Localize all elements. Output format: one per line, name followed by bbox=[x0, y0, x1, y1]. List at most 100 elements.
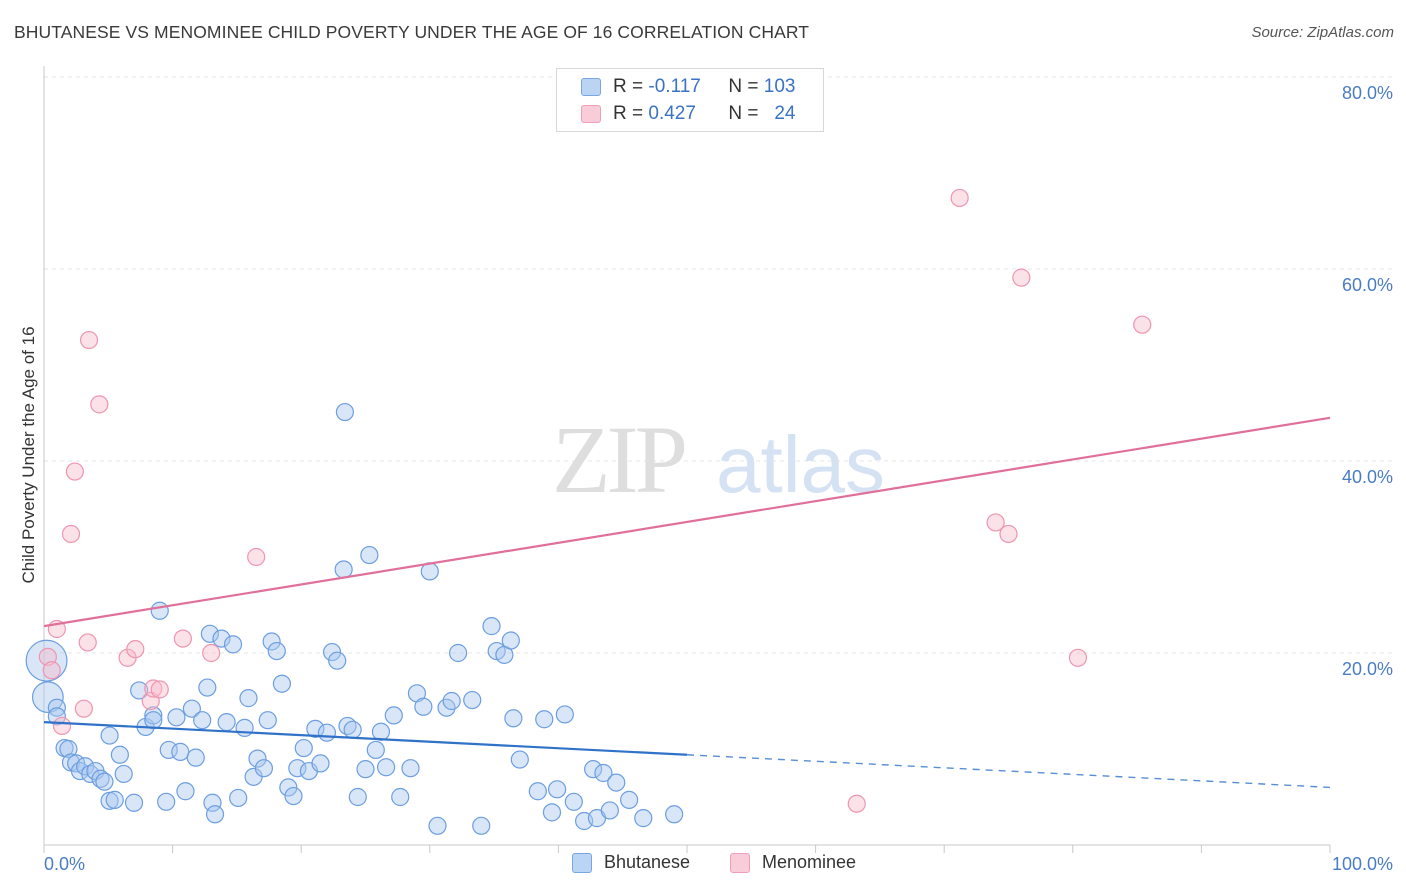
data-point bbox=[322, 642, 342, 662]
data-point bbox=[414, 697, 433, 716]
data-point bbox=[371, 722, 391, 741]
data-point bbox=[258, 711, 277, 730]
watermark-zip: ZIP bbox=[552, 406, 685, 513]
n-value: 24 bbox=[774, 103, 796, 124]
data-point bbox=[254, 759, 274, 778]
data-point bbox=[448, 643, 468, 663]
data-point bbox=[384, 706, 403, 725]
data-point bbox=[535, 710, 554, 729]
data-point bbox=[31, 681, 64, 714]
n-value: 103 bbox=[763, 76, 796, 97]
legend-item-bhutanese[interactable]: Bhutanese bbox=[572, 852, 690, 873]
data-point bbox=[59, 739, 78, 759]
data-point bbox=[200, 624, 219, 643]
legend-label: Bhutanese bbox=[604, 852, 691, 872]
data-point bbox=[42, 661, 61, 680]
data-point bbox=[171, 742, 190, 761]
data-point bbox=[328, 651, 347, 670]
r-value: 0.427 bbox=[648, 103, 696, 124]
data-point bbox=[1012, 268, 1031, 287]
menominee-swatch bbox=[730, 852, 750, 873]
bhutanese-swatch bbox=[581, 78, 601, 96]
data-point bbox=[150, 601, 169, 620]
data-point bbox=[311, 754, 330, 773]
data-point bbox=[186, 748, 205, 767]
data-point bbox=[95, 772, 114, 791]
data-point bbox=[217, 713, 236, 732]
data-point bbox=[173, 629, 192, 648]
data-point bbox=[212, 629, 231, 648]
data-point bbox=[25, 639, 68, 682]
data-point bbox=[620, 790, 639, 809]
data-point bbox=[100, 791, 119, 810]
data-point bbox=[223, 635, 243, 654]
legend-item-menominee[interactable]: Menominee bbox=[730, 852, 856, 873]
data-point bbox=[1068, 648, 1088, 667]
data-point bbox=[157, 792, 176, 811]
r-value: -0.117 bbox=[648, 76, 701, 97]
y-axis-label: Child Poverty Under the Age of 16 bbox=[19, 326, 38, 583]
data-point bbox=[47, 707, 66, 726]
r-label: R = bbox=[613, 103, 644, 124]
data-point bbox=[594, 763, 613, 783]
data-point bbox=[105, 790, 124, 809]
data-point bbox=[1133, 315, 1152, 334]
data-point bbox=[150, 680, 169, 699]
data-point bbox=[144, 706, 163, 725]
data-point bbox=[442, 691, 461, 711]
data-point bbox=[334, 560, 353, 579]
data-point bbox=[335, 402, 355, 422]
bhutanese-trend-line bbox=[43, 721, 688, 756]
data-point bbox=[130, 681, 149, 700]
legend-row-menominee: R = 0.427 N = 24 bbox=[581, 101, 795, 127]
series-legend: Bhutanese Menominee bbox=[0, 852, 1406, 876]
data-point bbox=[124, 793, 144, 812]
trend-lines bbox=[43, 416, 1331, 789]
data-point bbox=[229, 788, 248, 808]
data-point bbox=[999, 524, 1018, 544]
data-point bbox=[279, 778, 298, 797]
data-point bbox=[205, 805, 225, 824]
data-point bbox=[600, 801, 619, 820]
data-point bbox=[360, 545, 379, 565]
data-point bbox=[262, 632, 281, 651]
data-point bbox=[78, 633, 97, 652]
data-point bbox=[356, 760, 375, 779]
data-point bbox=[114, 764, 133, 784]
data-point bbox=[203, 793, 222, 812]
x-tick-label: 0.0% bbox=[44, 854, 85, 874]
n-label: N = bbox=[728, 76, 759, 97]
x-tick-label: 100.0% bbox=[1332, 854, 1393, 874]
data-point bbox=[202, 643, 221, 663]
data-point bbox=[665, 805, 684, 824]
grid-lines bbox=[44, 76, 1392, 654]
data-point bbox=[986, 513, 1005, 532]
y-tick-label: 60.0% bbox=[1342, 275, 1393, 295]
data-point bbox=[472, 816, 491, 835]
data-point bbox=[239, 689, 258, 708]
data-point bbox=[542, 803, 562, 822]
data-point bbox=[528, 782, 547, 801]
data-point bbox=[401, 759, 420, 778]
data-point bbox=[284, 786, 303, 806]
data-point bbox=[198, 678, 217, 697]
data-point bbox=[126, 640, 145, 659]
data-point bbox=[248, 749, 267, 768]
data-point bbox=[65, 462, 84, 481]
data-point bbox=[288, 759, 307, 778]
data-point bbox=[504, 709, 523, 728]
data-point bbox=[584, 760, 603, 779]
data-point bbox=[182, 699, 201, 718]
bhutanese-points bbox=[25, 402, 684, 835]
data-point bbox=[272, 674, 292, 693]
menominee-swatch bbox=[581, 105, 601, 123]
legend-label: Menominee bbox=[762, 852, 857, 872]
y-tick-label: 80.0% bbox=[1342, 83, 1393, 103]
data-point bbox=[366, 740, 385, 760]
data-point bbox=[501, 631, 520, 650]
data-point bbox=[100, 726, 119, 745]
data-point bbox=[847, 794, 866, 813]
data-point bbox=[428, 816, 447, 835]
menominee-trend-line bbox=[43, 416, 1331, 628]
